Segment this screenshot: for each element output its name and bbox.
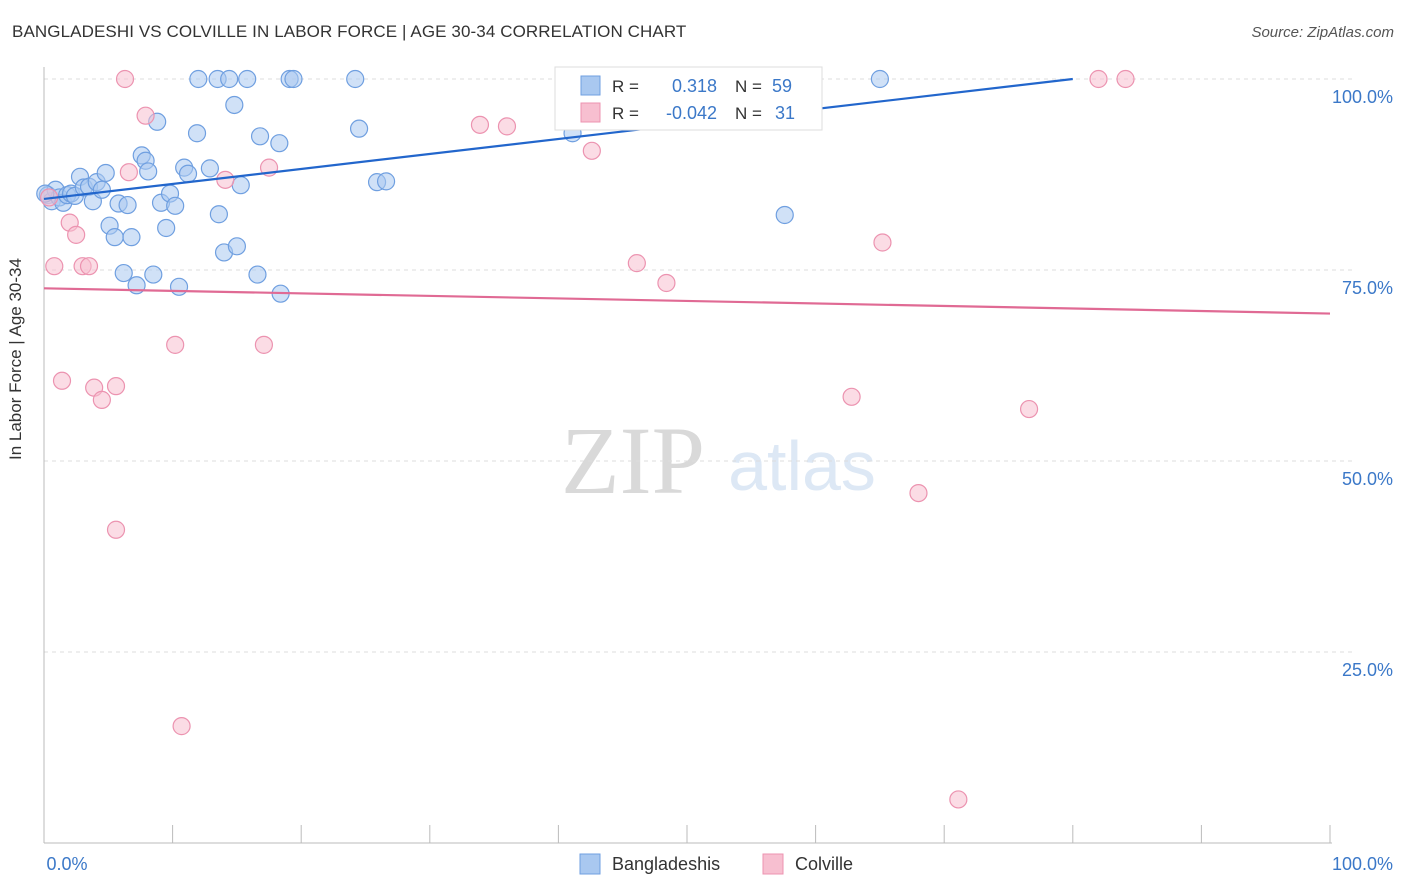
bangladeshi-point-33 xyxy=(178,164,198,183)
source-label: Source: ZipAtlas.com xyxy=(1251,24,1394,41)
colville-points xyxy=(40,69,1135,809)
bangladeshi-point-46 xyxy=(250,127,270,146)
y-tick-label-100: 100.0% xyxy=(1332,87,1393,107)
colville-point-15 xyxy=(172,717,191,736)
colville-point-8 xyxy=(92,390,111,409)
series-legend-label-colville: Colville xyxy=(795,854,853,874)
bangladeshi-point-35 xyxy=(189,69,208,89)
bangladeshi-point-42 xyxy=(227,237,246,256)
bangladeshi-point-19 xyxy=(118,195,137,215)
colville-point-29 xyxy=(1089,69,1108,89)
colville-trend-line xyxy=(43,287,1331,315)
colville-point-16 xyxy=(216,170,235,189)
bangladeshi-point-57 xyxy=(870,69,890,89)
x-tick-label-0: 0.0% xyxy=(46,854,87,874)
colville-point-25 xyxy=(873,233,892,252)
colville-point-20 xyxy=(497,117,517,136)
colville-point-24 xyxy=(842,387,861,406)
watermark: ZIP atlas xyxy=(561,407,876,514)
bangladeshi-point-52 xyxy=(349,119,369,138)
colville-point-13 xyxy=(136,106,155,125)
bangladeshi-point-16 xyxy=(105,228,124,247)
bangladeshi-point-13 xyxy=(92,180,111,199)
bangladeshi-point-34 xyxy=(187,124,207,143)
colville-point-6 xyxy=(79,257,99,276)
colville-point-10 xyxy=(106,520,126,539)
colville-point-19 xyxy=(470,115,490,134)
watermark-zip: ZIP xyxy=(561,407,705,514)
colville-point-4 xyxy=(67,225,86,244)
colville-point-9 xyxy=(106,377,126,396)
stats-legend-swatch-colville xyxy=(580,102,601,123)
stats-legend: R = 0.318 N = 59 R = -0.042 N = 31 xyxy=(554,66,823,131)
bangladeshi-points xyxy=(36,69,890,303)
bangladeshi-point-14 xyxy=(96,163,115,183)
bangladeshi-point-28 xyxy=(157,218,176,238)
colville-point-22 xyxy=(627,254,646,273)
bangladeshi-point-45 xyxy=(248,265,267,284)
colville-point-1 xyxy=(45,257,64,276)
stats-legend-n-label-colville: N = xyxy=(735,104,762,123)
colville-point-21 xyxy=(582,141,601,160)
chart-title: BANGLADESHI VS COLVILLE IN LABOR FORCE |… xyxy=(12,22,687,41)
bangladeshi-point-30 xyxy=(166,196,185,215)
series-legend-swatch-colville xyxy=(762,853,784,875)
colville-point-30 xyxy=(1116,69,1135,89)
stats-legend-swatch-bangladeshi xyxy=(580,75,601,96)
x-tick-label-100: 100.0% xyxy=(1332,854,1393,874)
bangladeshi-trend-line xyxy=(43,77,1073,201)
bangladeshi-point-25 xyxy=(144,265,163,284)
stats-legend-r-label-colville: R = xyxy=(612,104,639,123)
series-legend: Bangladeshis Colville xyxy=(579,853,853,875)
colville-point-11 xyxy=(115,69,135,89)
stats-legend-r-value-colville: -0.042 xyxy=(666,103,717,123)
stats-legend-r-value-bangladeshi: 0.318 xyxy=(672,76,717,96)
series-legend-label-bangladeshi: Bangladeshis xyxy=(612,854,720,874)
bangladeshi-point-40 xyxy=(220,69,239,89)
bangladeshi-point-36 xyxy=(200,159,219,178)
stats-legend-r-label-bangladeshi: R = xyxy=(612,77,639,96)
bangladeshi-point-44 xyxy=(238,69,257,89)
bangladeshi-point-56 xyxy=(775,205,794,225)
bangladeshi-point-47 xyxy=(270,134,289,153)
colville-point-12 xyxy=(119,163,138,182)
series-legend-swatch-bangladeshi xyxy=(579,853,601,875)
trend-lines xyxy=(43,77,1331,315)
stats-legend-n-value-colville: 31 xyxy=(775,103,795,123)
colville-point-26 xyxy=(909,483,928,503)
bangladeshi-point-18 xyxy=(114,263,133,283)
bangladeshi-point-51 xyxy=(346,69,365,89)
bangladeshi-point-20 xyxy=(122,228,141,247)
stats-legend-n-value-bangladeshi: 59 xyxy=(772,76,792,96)
grid-lines xyxy=(44,78,1352,653)
bangladeshi-point-24 xyxy=(139,162,158,181)
y-tick-label-75: 75.0% xyxy=(1342,278,1393,298)
colville-point-23 xyxy=(657,273,676,293)
colville-point-2 xyxy=(52,371,72,390)
bangladeshi-point-41 xyxy=(225,95,244,115)
colville-point-14 xyxy=(166,335,185,354)
watermark-atlas: atlas xyxy=(728,427,876,505)
stats-legend-n-label-bangladeshi: N = xyxy=(735,77,762,96)
colville-point-28 xyxy=(1019,399,1039,419)
bangladeshi-point-38 xyxy=(209,205,228,224)
colville-point-17 xyxy=(254,335,274,354)
bangladeshi-point-31 xyxy=(169,277,189,296)
bangladeshi-point-43 xyxy=(231,176,250,195)
y-tick-label-50: 50.0% xyxy=(1342,469,1393,489)
bangladeshi-point-50 xyxy=(284,69,303,89)
axes: 25.0% 50.0% 75.0% 100.0% 0.0% 100.0% xyxy=(43,67,1393,874)
colville-point-27 xyxy=(949,790,968,809)
bangladeshi-point-54 xyxy=(376,172,396,191)
y-tick-label-25: 25.0% xyxy=(1342,660,1393,680)
